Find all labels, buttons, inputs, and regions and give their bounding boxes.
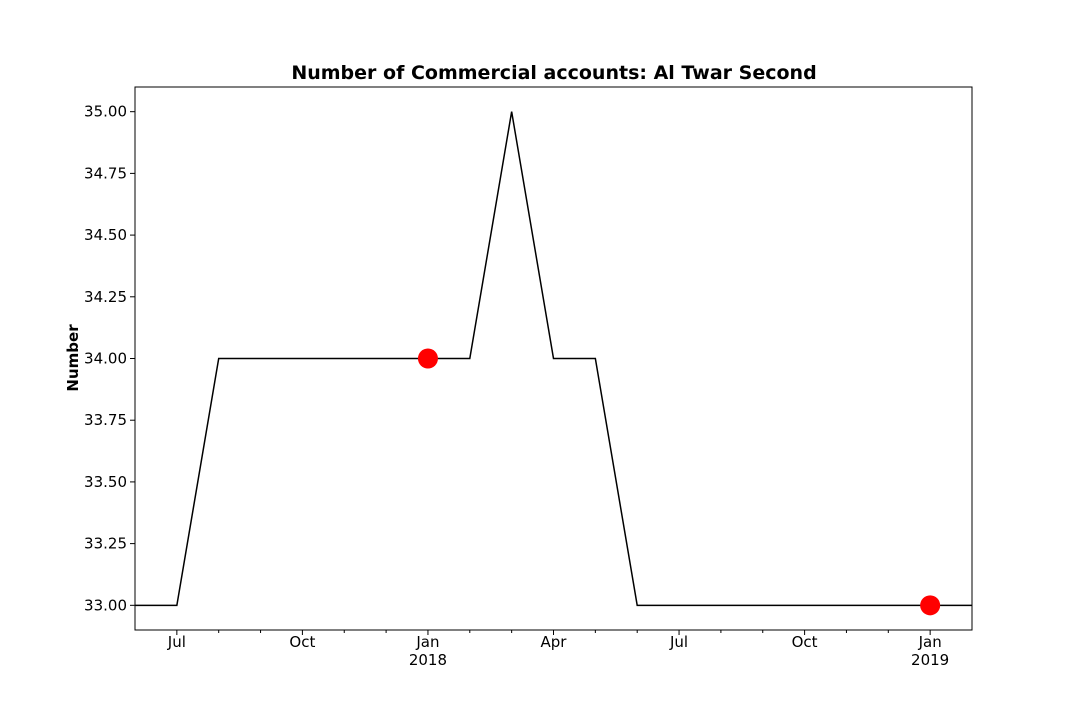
x-tick-label: Oct bbox=[289, 633, 315, 651]
x-tick-year-label: 2018 bbox=[409, 651, 447, 669]
highlight-point bbox=[920, 595, 941, 616]
x-tick-label: Jul bbox=[669, 633, 688, 651]
y-tick-label: 33.75 bbox=[84, 411, 127, 429]
y-tick-label: 33.25 bbox=[84, 535, 127, 553]
x-tick-label: Oct bbox=[792, 633, 818, 651]
y-tick-label: 35.00 bbox=[84, 103, 127, 121]
plot-area: 33.00 33.25 33.50 33.75 34.00 34.25 34.50 34.75… bbox=[84, 103, 972, 669]
y-tick-label: 34.25 bbox=[84, 288, 127, 306]
y-tick-label: 33.50 bbox=[84, 473, 127, 491]
y-axis-label: Number bbox=[64, 324, 82, 392]
x-tick-label: Jul bbox=[167, 633, 186, 651]
plot-frame bbox=[134, 86, 973, 631]
x-tick-label: Apr bbox=[541, 633, 568, 651]
x-tick-label: Jan bbox=[415, 633, 439, 651]
highlight-point bbox=[417, 348, 438, 369]
x-tick-label: Jan bbox=[918, 633, 942, 651]
y-tick-label: 34.75 bbox=[84, 164, 127, 182]
x-tick-year-label: 2019 bbox=[911, 651, 949, 669]
series-line-0 bbox=[135, 111, 972, 607]
y-tick-label: 34.00 bbox=[84, 350, 127, 368]
y-tick-label: 33.00 bbox=[84, 596, 127, 614]
chart-title: Number of Commercial accounts: Al Twar S… bbox=[291, 62, 816, 84]
y-tick-label: 34.50 bbox=[84, 226, 127, 244]
